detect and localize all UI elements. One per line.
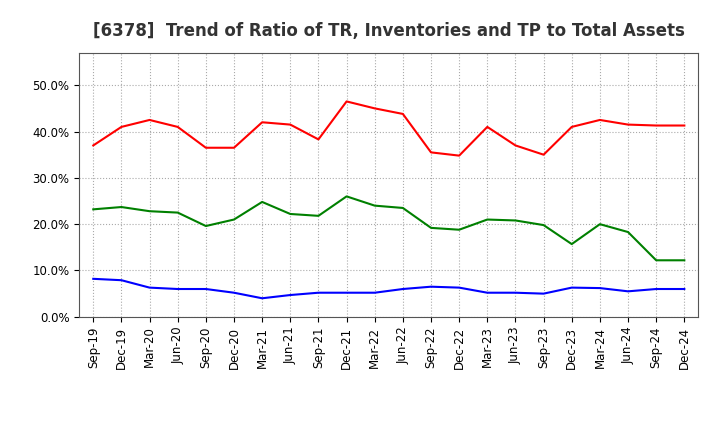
Trade Payables bbox=[314, 213, 323, 219]
Trade Receivables bbox=[539, 152, 548, 158]
Trade Receivables bbox=[595, 117, 604, 123]
Trade Payables bbox=[342, 194, 351, 199]
Trade Payables bbox=[286, 211, 294, 216]
Inventories bbox=[202, 286, 210, 292]
Inventories bbox=[342, 290, 351, 295]
Inventories bbox=[624, 289, 632, 294]
Trade Payables bbox=[652, 258, 660, 263]
Trade Payables bbox=[427, 225, 436, 231]
Trade Payables bbox=[595, 221, 604, 227]
Line: Trade Payables: Trade Payables bbox=[94, 196, 684, 260]
Trade Receivables bbox=[370, 106, 379, 111]
Trade Payables bbox=[230, 217, 238, 222]
Trade Payables bbox=[117, 205, 126, 210]
Inventories bbox=[258, 296, 266, 301]
Line: Inventories: Inventories bbox=[94, 279, 684, 298]
Inventories bbox=[680, 286, 688, 292]
Inventories bbox=[89, 276, 98, 282]
Trade Receivables bbox=[342, 99, 351, 104]
Trade Payables bbox=[624, 229, 632, 235]
Trade Payables bbox=[258, 199, 266, 205]
Inventories bbox=[286, 293, 294, 298]
Inventories bbox=[595, 286, 604, 291]
Trade Payables bbox=[511, 218, 520, 223]
Trade Receivables bbox=[680, 123, 688, 128]
Trade Receivables bbox=[258, 120, 266, 125]
Trade Payables bbox=[370, 203, 379, 208]
Trade Payables bbox=[89, 207, 98, 212]
Trade Payables bbox=[539, 223, 548, 228]
Trade Receivables bbox=[202, 145, 210, 150]
Inventories bbox=[117, 278, 126, 283]
Inventories bbox=[174, 286, 182, 292]
Trade Receivables bbox=[624, 122, 632, 127]
Trade Payables bbox=[567, 242, 576, 247]
Inventories bbox=[314, 290, 323, 295]
Trade Receivables bbox=[145, 117, 154, 123]
Trade Receivables bbox=[455, 153, 464, 158]
Trade Payables bbox=[455, 227, 464, 232]
Inventories bbox=[483, 290, 492, 295]
Trade Receivables bbox=[511, 143, 520, 148]
Trade Receivables bbox=[399, 111, 408, 117]
Trade Receivables bbox=[427, 150, 436, 155]
Inventories bbox=[230, 290, 238, 295]
Trade Receivables bbox=[174, 124, 182, 129]
Trade Payables bbox=[174, 210, 182, 215]
Trade Payables bbox=[399, 205, 408, 211]
Trade Receivables bbox=[230, 145, 238, 150]
Trade Receivables bbox=[483, 124, 492, 129]
Trade Payables bbox=[145, 209, 154, 214]
Inventories bbox=[399, 286, 408, 292]
Inventories bbox=[455, 285, 464, 290]
Inventories bbox=[567, 285, 576, 290]
Inventories bbox=[427, 284, 436, 290]
Inventories bbox=[511, 290, 520, 295]
Trade Receivables bbox=[314, 137, 323, 142]
Trade Receivables bbox=[567, 124, 576, 129]
Line: Trade Receivables: Trade Receivables bbox=[94, 102, 684, 156]
Trade Payables bbox=[483, 217, 492, 222]
Trade Receivables bbox=[89, 143, 98, 148]
Trade Payables bbox=[680, 258, 688, 263]
Inventories bbox=[370, 290, 379, 295]
Inventories bbox=[539, 291, 548, 296]
Title: [6378]  Trend of Ratio of TR, Inventories and TP to Total Assets: [6378] Trend of Ratio of TR, Inventories… bbox=[93, 22, 685, 40]
Trade Receivables bbox=[117, 124, 126, 129]
Inventories bbox=[145, 285, 154, 290]
Trade Receivables bbox=[286, 122, 294, 127]
Trade Payables bbox=[202, 224, 210, 229]
Trade Receivables bbox=[652, 123, 660, 128]
Inventories bbox=[652, 286, 660, 292]
